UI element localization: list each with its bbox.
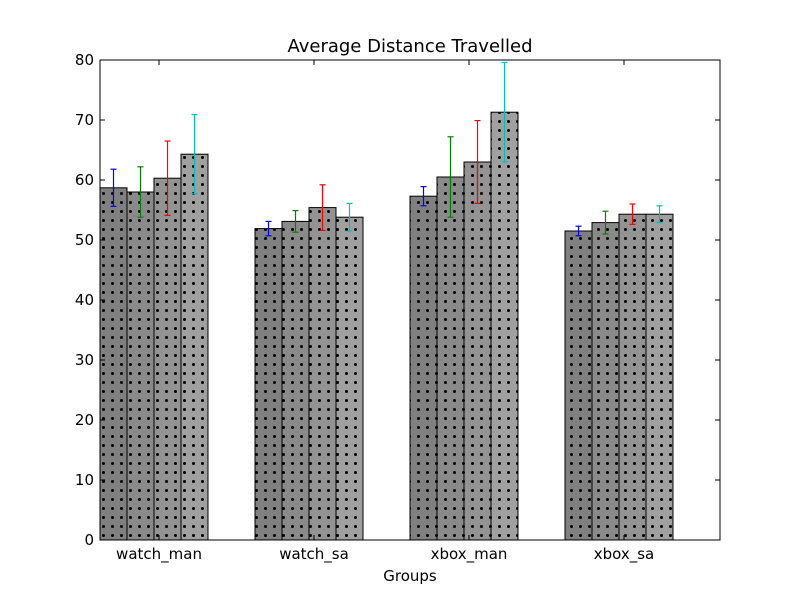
error-bar xyxy=(191,113,198,195)
bar-hatch xyxy=(180,153,209,541)
error-bar xyxy=(137,166,144,218)
bar-hatch xyxy=(436,176,465,541)
bar-hatch xyxy=(308,207,337,541)
y-tick-label: 10 xyxy=(75,471,94,489)
error-bar xyxy=(629,203,636,225)
bar-hatch xyxy=(254,228,283,541)
error-bar xyxy=(319,184,326,231)
bar-hatch xyxy=(645,213,674,541)
bar-hatch xyxy=(99,187,128,541)
error-bar xyxy=(602,210,609,235)
error-bar xyxy=(265,220,272,237)
bar-hatch xyxy=(463,161,492,541)
error-bars-layer xyxy=(110,61,663,237)
bar-hatch xyxy=(490,111,519,541)
bars-layer xyxy=(99,111,674,541)
error-bar xyxy=(575,225,582,237)
bar-hatch xyxy=(591,222,620,541)
y-tick-label: 0 xyxy=(84,531,94,549)
error-bar xyxy=(292,210,299,233)
bar-hatch xyxy=(564,230,593,541)
y-tick-label: 80 xyxy=(75,51,94,69)
x-axis-label: Groups xyxy=(383,567,437,585)
y-tick-label: 40 xyxy=(75,291,94,309)
bar-hatch xyxy=(126,191,155,541)
error-bar xyxy=(501,61,508,163)
error-bar xyxy=(447,136,454,218)
bar-hatch xyxy=(409,195,438,541)
chart-title: Average Distance Travelled xyxy=(287,36,532,57)
y-tick-label: 70 xyxy=(75,111,94,129)
bar-hatch xyxy=(618,213,647,541)
error-bar xyxy=(346,202,353,232)
error-bar xyxy=(110,168,117,207)
y-tick-label: 20 xyxy=(75,411,94,429)
error-bar xyxy=(656,205,663,224)
y-tick-label: 60 xyxy=(75,171,94,189)
y-tick-label: 30 xyxy=(75,351,94,369)
x-axis: watch_man watch_sa xbox_man xbox_sa xyxy=(116,60,654,564)
x-tick-label: watch_man xyxy=(116,545,202,564)
x-tick-label: xbox_sa xyxy=(594,545,655,564)
bar-hatch xyxy=(153,177,182,541)
bar-hatch xyxy=(335,216,364,541)
x-tick-label: watch_sa xyxy=(279,545,349,564)
x-tick-label: xbox_man xyxy=(431,545,508,564)
error-bar xyxy=(420,186,427,207)
y-tick-label: 50 xyxy=(75,231,94,249)
bar-hatch xyxy=(281,220,310,541)
y-axis: 0 10 20 30 40 50 60 70 80 xyxy=(75,51,720,549)
error-bar xyxy=(474,119,481,204)
error-bar xyxy=(164,140,171,216)
